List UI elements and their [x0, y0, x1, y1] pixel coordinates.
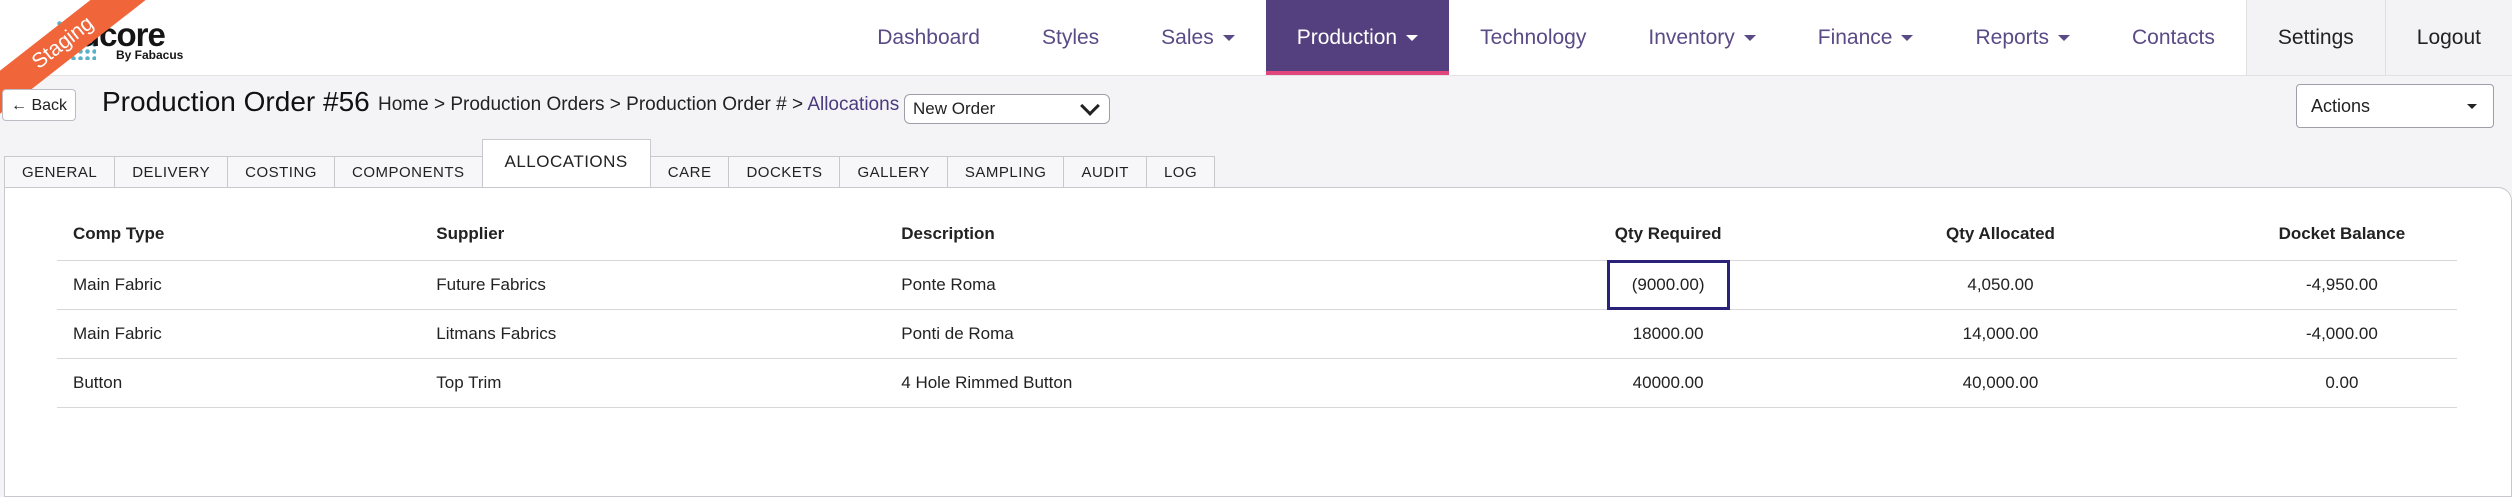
tab-log[interactable]: LOG	[1145, 156, 1216, 187]
table-cell: Litmans Fabrics	[420, 309, 886, 359]
nav-item-technology[interactable]: Technology	[1449, 0, 1617, 75]
table-cell: Main Fabric	[57, 309, 421, 359]
actions-select[interactable]: Actions	[2296, 84, 2494, 128]
nav-item-label: Sales	[1161, 26, 1214, 49]
tab-dockets[interactable]: DOCKETS	[728, 156, 841, 187]
table-cell[interactable]: 18000.00	[1562, 309, 1775, 359]
order-select[interactable]: New Order	[904, 94, 1110, 124]
table-cell: Button	[57, 358, 421, 408]
table-row[interactable]: Main Fabric Litmans Fabrics Ponti de Roma 1…	[57, 309, 2457, 359]
page-title: Production Order #56	[102, 86, 370, 117]
nav-item-dashboard[interactable]: Dashboard	[846, 0, 1011, 75]
nav-item-settings[interactable]: Settings	[2245, 0, 2385, 75]
allocations-panel: Comp Type Supplier Description Qty Required…	[4, 187, 2512, 497]
table-cell: Main Fabric	[57, 260, 421, 310]
nav-item-label: Technology	[1480, 26, 1587, 49]
nav-item-finance[interactable]: Finance	[1787, 0, 1945, 75]
table-header-row: Comp Type Supplier Description Qty Required…	[57, 208, 2457, 261]
table-cell: -4,950.00	[2226, 260, 2457, 310]
tab-care[interactable]: CARE	[649, 156, 730, 187]
nav-item-label: Finance	[1817, 26, 1893, 49]
logo-byline: By Fabacus	[116, 48, 184, 62]
caret-down-icon	[2467, 104, 2477, 109]
nav-item-label: Settings	[2277, 26, 2354, 49]
main-nav: Dashboard Styles Sales Production Technology…	[846, 0, 2512, 75]
chevron-down-icon	[1080, 96, 1100, 116]
nav-item-label: Logout	[2416, 26, 2481, 49]
column-header[interactable]: Docket Balance	[2226, 208, 2457, 261]
caret-down-icon	[1406, 35, 1419, 41]
back-button-label: Back	[31, 97, 68, 114]
back-button[interactable]: ← Back	[2, 89, 76, 121]
table-cell: 4 Hole Rimmed Button	[885, 358, 1563, 408]
table-row[interactable]: Main Fabric Future Fabrics Ponte Roma (9000…	[57, 260, 2457, 310]
caret-down-icon	[1743, 35, 1756, 41]
tab-delivery[interactable]: DELIVERY	[114, 156, 229, 187]
tab-bar: GENERAL DELIVERY COSTING COMPONENTS ALLOCATI…	[4, 139, 1216, 187]
actions-select-value: Actions	[2311, 96, 2371, 116]
breadcrumb-current: Allocations	[807, 94, 900, 115]
tab-sampling[interactable]: SAMPLING	[946, 156, 1065, 187]
allocations-table: Comp Type Supplier Description Qty Required…	[57, 208, 2457, 408]
column-header[interactable]: Qty Allocated	[1774, 208, 2227, 261]
nav-item-label: Inventory	[1648, 26, 1735, 49]
table-cell: -4,000.00	[2226, 309, 2457, 359]
nav-item-label: Styles	[1041, 26, 1100, 49]
nav-item-styles[interactable]: Styles	[1011, 0, 1130, 75]
nav-item-label: Dashboard	[877, 26, 980, 49]
nav-item-logout[interactable]: Logout	[2384, 0, 2512, 75]
table-cell: 14,000.00	[1774, 309, 2227, 359]
table-cell: Ponte Roma	[885, 260, 1563, 310]
table-cell: 4,050.00	[1774, 260, 2227, 310]
tab-allocations[interactable]: ALLOCATIONS	[481, 139, 651, 187]
table-cell: Future Fabrics	[420, 260, 886, 310]
breadcrumb: Home > Production Orders > Production Or…	[378, 94, 899, 116]
order-select-value: New Order	[913, 99, 996, 118]
table-cell[interactable]: (9000.00)	[1562, 260, 1775, 310]
column-header[interactable]: Qty Required	[1562, 208, 1775, 261]
column-header[interactable]: Comp Type	[57, 208, 421, 261]
qty-required-input[interactable]: (9000.00)	[1606, 260, 1730, 310]
table-cell[interactable]: 40000.00	[1562, 358, 1775, 408]
nav-item-inventory[interactable]: Inventory	[1617, 0, 1786, 75]
nav-item-label: Production	[1296, 26, 1398, 49]
nav-item-label: Reports	[1975, 26, 2049, 49]
tab-costing[interactable]: COSTING	[227, 156, 335, 187]
caret-down-icon	[1901, 35, 1914, 41]
nav-item-production[interactable]: Production	[1265, 0, 1450, 75]
nav-item-contacts[interactable]: Contacts	[2101, 0, 2246, 75]
nav-item-sales[interactable]: Sales	[1130, 0, 1266, 75]
nav-item-label: Contacts	[2132, 26, 2215, 49]
tab-general[interactable]: GENERAL	[4, 156, 116, 187]
caret-down-icon	[2058, 35, 2070, 41]
tab-components[interactable]: COMPONENTS	[333, 156, 483, 187]
caret-down-icon	[1222, 35, 1235, 41]
arrow-left-icon: ←	[10, 97, 27, 114]
tab-gallery[interactable]: GALLERY	[839, 156, 948, 187]
table-row[interactable]: Button Top Trim 4 Hole Rimmed Button 40000.…	[57, 358, 2457, 408]
tab-audit[interactable]: AUDIT	[1063, 156, 1147, 187]
top-navbar: dcore By Fabacus Dashboard Styles Sales Pro…	[0, 0, 2512, 76]
breadcrumb-path[interactable]: Home > Production Orders > Production Or…	[378, 94, 808, 115]
column-header[interactable]: Description	[885, 208, 1563, 261]
nav-item-reports[interactable]: Reports	[1944, 0, 2101, 75]
table-cell: 40,000.00	[1774, 358, 2227, 408]
column-header[interactable]: Supplier	[420, 208, 886, 261]
table-cell: Ponti de Roma	[885, 309, 1563, 359]
table-cell: Top Trim	[420, 358, 886, 408]
table-cell: 0.00	[2226, 358, 2457, 408]
